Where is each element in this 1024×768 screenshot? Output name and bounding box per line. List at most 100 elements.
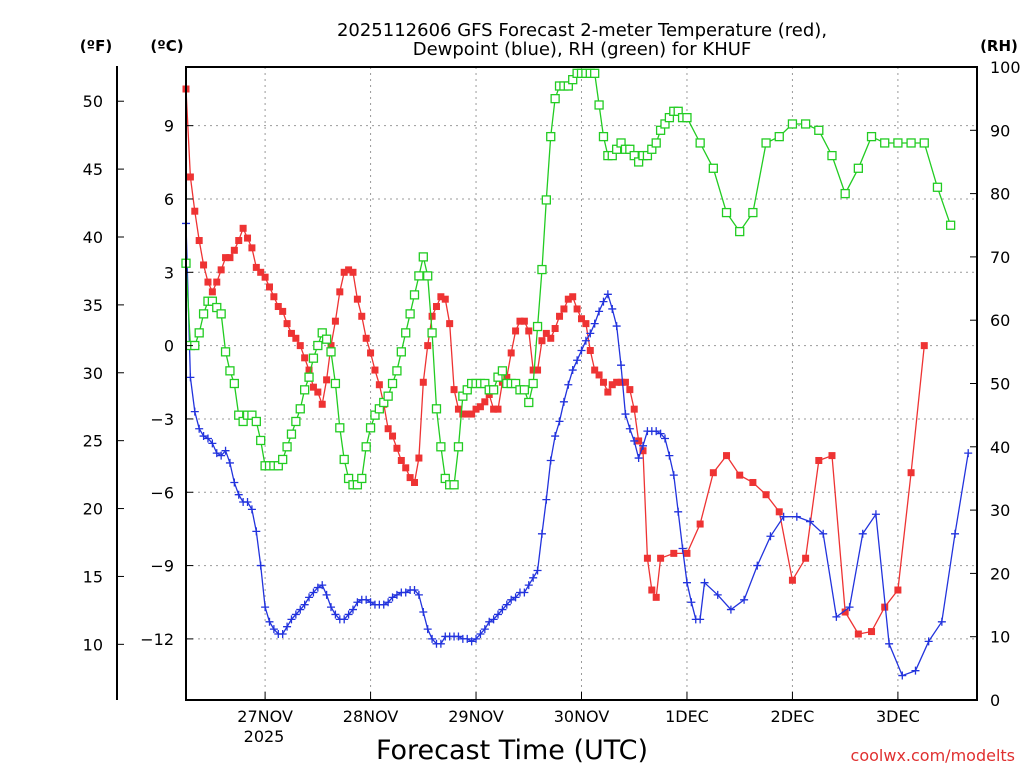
dewpoint-point bbox=[331, 610, 340, 619]
dewpoint-point bbox=[195, 424, 204, 433]
rh-point bbox=[299, 385, 310, 395]
dewpoint-point bbox=[348, 605, 357, 614]
rh-point bbox=[282, 442, 292, 452]
dewpoint-point bbox=[581, 336, 590, 345]
rh-point bbox=[598, 131, 609, 142]
rh-point bbox=[550, 94, 560, 104]
rh-point bbox=[800, 119, 811, 129]
dewpoint-point bbox=[217, 451, 226, 460]
temperature-point bbox=[604, 388, 612, 396]
dewpoint-point bbox=[419, 608, 428, 617]
dewpoint-point bbox=[300, 600, 309, 609]
dewpoint-point bbox=[617, 361, 626, 370]
dewpoint-point bbox=[291, 610, 300, 619]
fahrenheit-tick-label: 45 bbox=[83, 160, 103, 179]
dewpoint-point bbox=[937, 617, 946, 626]
rh-point bbox=[313, 340, 323, 351]
dewpoint-point bbox=[256, 561, 265, 570]
fahrenheit-tick-label: 15 bbox=[83, 567, 103, 586]
dewpoint-point bbox=[190, 407, 199, 416]
dewpoint-point bbox=[186, 373, 195, 382]
dewpoint-point bbox=[621, 410, 630, 419]
temperature-point bbox=[204, 278, 212, 286]
celsius-tick-label: −6 bbox=[150, 483, 174, 502]
dewpoint-point bbox=[340, 615, 349, 624]
dewpoint-point bbox=[590, 319, 599, 328]
dewpoint-point bbox=[428, 634, 437, 643]
rh-point bbox=[418, 252, 428, 262]
rh-point bbox=[814, 125, 824, 135]
series-layer bbox=[181, 68, 973, 680]
dewpoint-point bbox=[911, 666, 920, 675]
x-tick-label: 3DEC bbox=[876, 707, 920, 726]
temperature-point bbox=[402, 464, 410, 472]
temperature-point bbox=[314, 388, 322, 396]
dewpoint-point bbox=[819, 529, 828, 538]
rh-point bbox=[357, 473, 367, 484]
dewpoint-point bbox=[454, 632, 463, 641]
chart-title-line-2: Dewpoint (blue), RH (green) for KHUF bbox=[413, 39, 752, 60]
rh-point bbox=[449, 480, 459, 490]
temperature-point bbox=[494, 405, 502, 413]
dewpoint-point bbox=[792, 512, 801, 521]
rh-point bbox=[409, 290, 420, 300]
rh-point bbox=[286, 429, 297, 439]
dewpoint-point bbox=[414, 590, 423, 599]
temperature-point bbox=[626, 386, 634, 394]
dewpoint-point bbox=[410, 586, 419, 595]
temperature-point bbox=[230, 246, 238, 254]
dewpoint-point bbox=[384, 598, 393, 607]
dewpoint-point bbox=[261, 603, 270, 612]
dewpoint-point bbox=[234, 490, 243, 499]
rh-point bbox=[405, 309, 415, 319]
temperature-point bbox=[424, 342, 432, 350]
dewpoint-point bbox=[687, 598, 696, 607]
rh-point bbox=[537, 264, 547, 275]
rh-point bbox=[761, 138, 771, 148]
dewpoint-point bbox=[573, 356, 582, 365]
rh-tick-label: 30 bbox=[990, 501, 1010, 520]
dewpoint-point bbox=[283, 622, 292, 631]
temperature-point bbox=[683, 549, 691, 557]
temperature-point bbox=[349, 268, 357, 276]
temperature-point bbox=[191, 207, 199, 215]
dewpoint-point bbox=[388, 593, 397, 602]
temperature-point bbox=[397, 456, 405, 464]
temperature-point bbox=[432, 303, 440, 311]
temperature-point bbox=[419, 378, 427, 386]
dewpoint-point bbox=[766, 532, 775, 541]
temperature-point bbox=[437, 293, 445, 301]
rh-point bbox=[220, 347, 231, 357]
temperature-point bbox=[309, 383, 317, 391]
temperature-point bbox=[551, 325, 559, 333]
dewpoint-point bbox=[463, 634, 472, 643]
dewpoint-point bbox=[309, 588, 318, 597]
temperature-point bbox=[490, 405, 498, 413]
dewpoint-point bbox=[327, 603, 336, 612]
temperature-point bbox=[257, 268, 265, 276]
dewpoint-point bbox=[665, 451, 674, 460]
dewpoint-point bbox=[344, 610, 353, 619]
temperature-point bbox=[802, 554, 810, 562]
temperature-point bbox=[696, 520, 704, 528]
temperature-series bbox=[182, 85, 928, 638]
temperature-point bbox=[564, 295, 572, 303]
temperature-point bbox=[762, 491, 770, 499]
temperature-point bbox=[446, 320, 454, 328]
dewpoint-point bbox=[625, 424, 634, 433]
rh-point bbox=[330, 378, 341, 389]
dewpoint-point bbox=[779, 512, 788, 521]
temperature-point bbox=[520, 317, 528, 325]
rh-point bbox=[866, 131, 877, 142]
dewpoint-point bbox=[423, 625, 432, 634]
temperature-point bbox=[393, 444, 401, 452]
rh-point bbox=[216, 309, 226, 319]
rh-point bbox=[256, 435, 266, 446]
dewpoint-point bbox=[498, 605, 507, 614]
rh-point bbox=[840, 188, 850, 199]
dewpoint-point bbox=[726, 605, 735, 614]
temperature-point bbox=[345, 266, 353, 274]
dewpoint-point bbox=[533, 566, 542, 575]
temperature-point bbox=[261, 273, 269, 281]
temperature-point bbox=[384, 425, 392, 433]
